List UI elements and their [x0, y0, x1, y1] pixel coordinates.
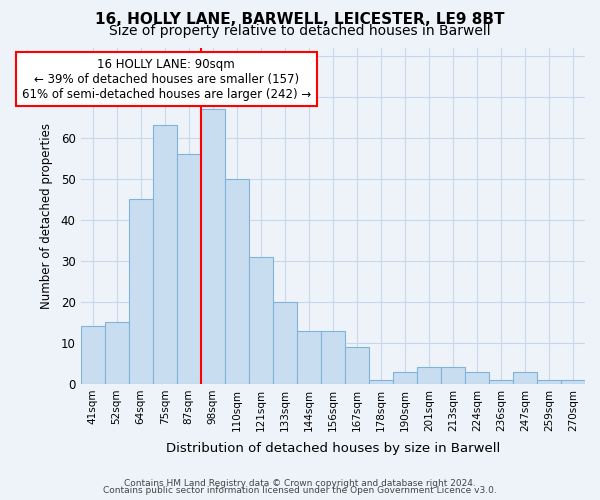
Bar [369, 380, 393, 384]
Bar [561, 380, 585, 384]
Bar [393, 372, 417, 384]
Bar [297, 330, 321, 384]
Bar [417, 368, 441, 384]
Text: 16 HOLLY LANE: 90sqm
← 39% of detached houses are smaller (157)
61% of semi-deta: 16 HOLLY LANE: 90sqm ← 39% of detached h… [22, 58, 311, 100]
Text: Contains HM Land Registry data © Crown copyright and database right 2024.: Contains HM Land Registry data © Crown c… [124, 478, 476, 488]
Bar [537, 380, 561, 384]
Y-axis label: Number of detached properties: Number of detached properties [40, 122, 53, 308]
Text: Contains public sector information licensed under the Open Government Licence v3: Contains public sector information licen… [103, 486, 497, 495]
Bar [128, 200, 152, 384]
Bar [489, 380, 513, 384]
Bar [321, 330, 345, 384]
Bar [200, 109, 224, 384]
Bar [104, 322, 128, 384]
Bar [176, 154, 200, 384]
Bar [465, 372, 489, 384]
Text: Size of property relative to detached houses in Barwell: Size of property relative to detached ho… [109, 24, 491, 38]
Bar [273, 302, 297, 384]
Bar [345, 347, 369, 384]
Bar [80, 326, 104, 384]
Bar [513, 372, 537, 384]
Bar [224, 179, 249, 384]
Text: 16, HOLLY LANE, BARWELL, LEICESTER, LE9 8BT: 16, HOLLY LANE, BARWELL, LEICESTER, LE9 … [95, 12, 505, 28]
Bar [249, 256, 273, 384]
Bar [152, 126, 176, 384]
X-axis label: Distribution of detached houses by size in Barwell: Distribution of detached houses by size … [166, 442, 500, 455]
Bar [441, 368, 465, 384]
